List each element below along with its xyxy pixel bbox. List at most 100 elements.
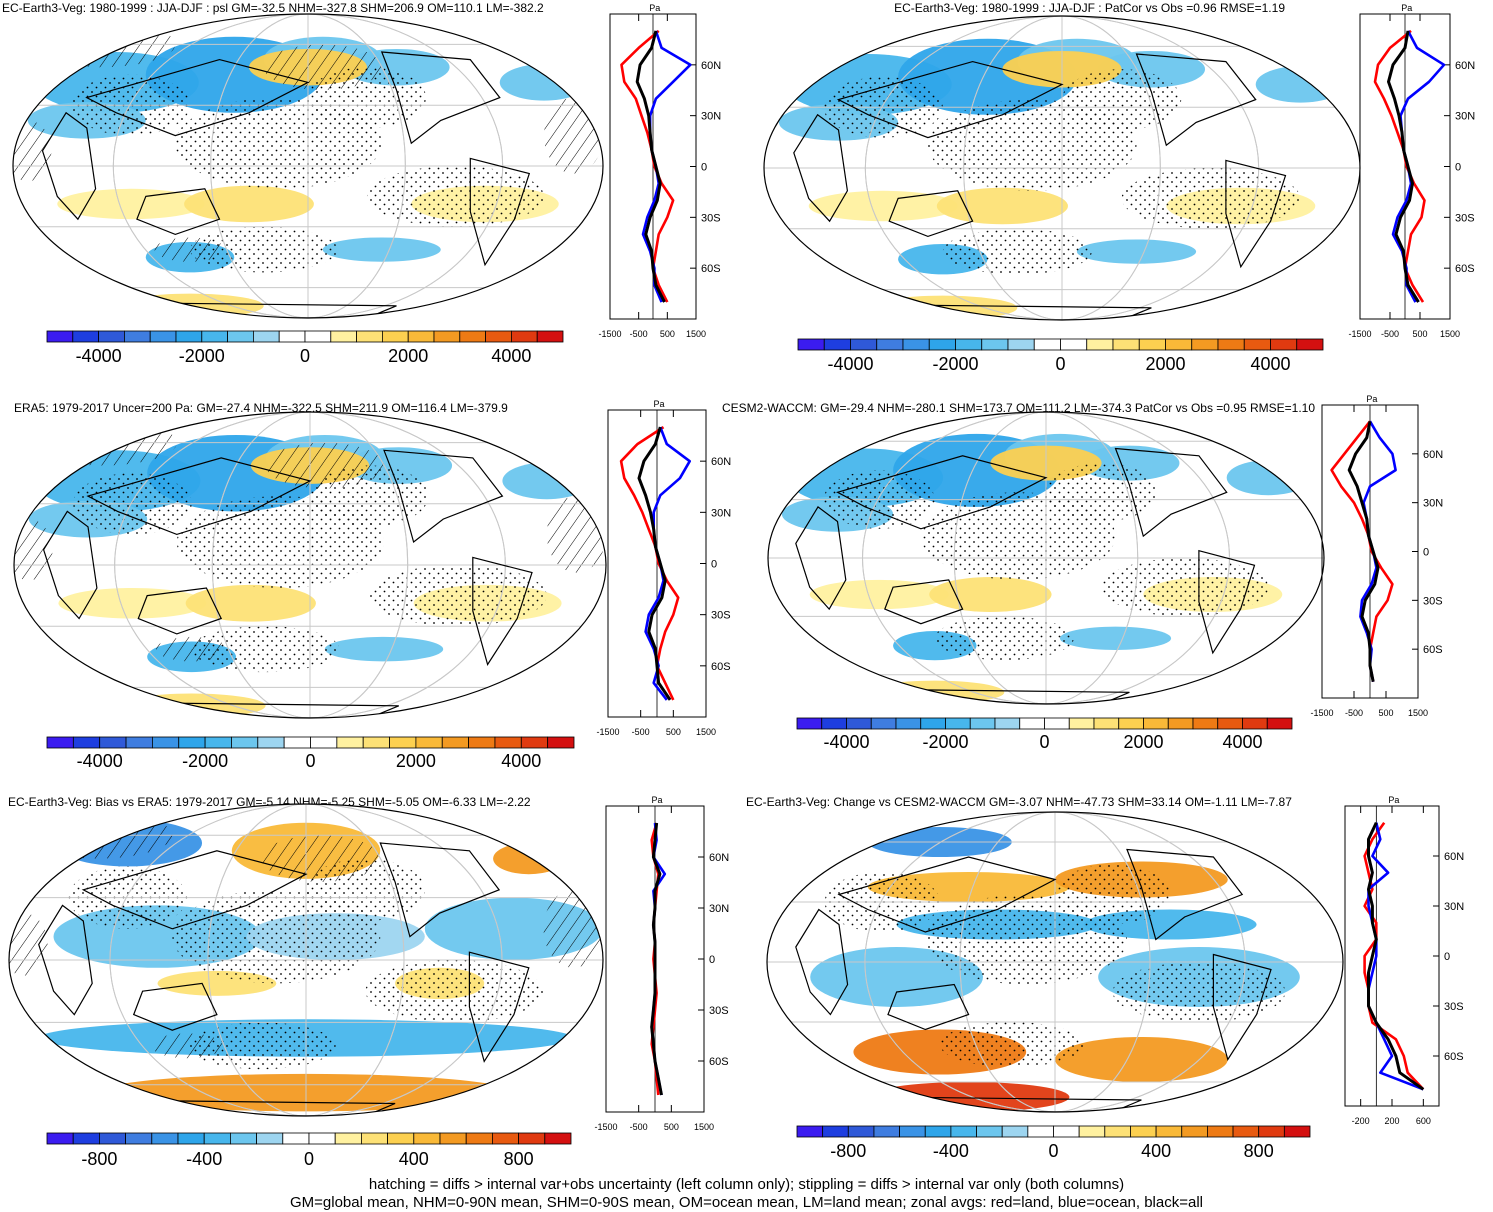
zonal-x-tick-label: -200 — [1352, 1116, 1370, 1126]
meridian-line — [864, 812, 1246, 1112]
colorbar-cell — [899, 1125, 926, 1138]
colorbar-cell — [510, 330, 538, 343]
coastline — [837, 856, 1057, 933]
zonal-unit-label: Pa — [1366, 394, 1377, 404]
anomaly-region — [184, 185, 314, 223]
zonal-lat-label: 30S — [1455, 212, 1475, 224]
colorbar-cell — [1130, 1125, 1157, 1138]
colorbar-cell — [520, 736, 549, 749]
colorbar-cell — [308, 1132, 336, 1145]
colorbar-cell — [1217, 338, 1245, 351]
zonal-x-tick-label: 1500 — [686, 329, 706, 339]
colorbar-cell — [407, 330, 435, 343]
colorbar-cell — [1007, 338, 1035, 351]
stippling — [191, 626, 340, 673]
colorbar-cell — [969, 717, 996, 730]
stippling — [1101, 558, 1269, 617]
colorbar-cell — [847, 1125, 875, 1138]
colorbar-cell — [252, 330, 280, 343]
colorbar-cell — [518, 1132, 546, 1145]
hatching — [154, 237, 226, 262]
colorbar-cell — [283, 736, 311, 749]
stippling — [187, 1022, 336, 1070]
coastline — [1114, 447, 1228, 538]
coastline — [795, 506, 847, 611]
colorbar-cell — [920, 717, 946, 730]
colorbar-cell — [1138, 338, 1166, 351]
zonal-lat-label: 60S — [1444, 1051, 1464, 1063]
zonal-x-tick-label: 500 — [660, 329, 675, 339]
colorbar-cell — [822, 1125, 849, 1138]
colorbar-cell — [994, 717, 1021, 730]
colorbar-tick-label: -4000 — [76, 346, 122, 366]
zonal-x-tick-label: 200 — [1384, 1116, 1399, 1126]
zonal-x-tick-label: 1500 — [696, 727, 716, 737]
colorbar: -4000 -2000 0 2000 4000 — [46, 736, 575, 771]
meridian-line — [112, 14, 504, 318]
colorbar-cell — [1243, 338, 1271, 351]
colorbar-cell — [945, 717, 971, 730]
colorbar-tick-label: 0 — [304, 1149, 314, 1169]
colorbar-tick-label: 0 — [1039, 732, 1049, 752]
stippling — [365, 960, 544, 1023]
colorbar-cell — [955, 338, 983, 351]
colorbar-cell — [334, 1132, 362, 1145]
colorbar-tick-label: -800 — [830, 1141, 866, 1161]
colorbar-cell — [981, 338, 1009, 351]
colorbar-cell — [229, 1132, 257, 1145]
zonal-unit-label: Pa — [1401, 3, 1412, 13]
colorbar-cell — [125, 1132, 153, 1145]
colorbar-tick-label: 2000 — [388, 346, 428, 366]
anomaly-region — [324, 636, 444, 662]
colorbar-tick-label: 0 — [1048, 1141, 1058, 1161]
colorbar-cell — [125, 736, 153, 749]
stippling — [1062, 69, 1182, 130]
anomaly-region — [1055, 1037, 1228, 1082]
colorbar-tick-label: 4000 — [501, 751, 541, 771]
colorbar-cell — [336, 736, 364, 749]
colorbar-cell — [1258, 1125, 1285, 1138]
zonal-unit-label: Pa — [649, 3, 660, 13]
colorbar-cell — [976, 1125, 1003, 1138]
colorbar-tick-label: 2000 — [396, 751, 436, 771]
zonal-x-tick-label: -500 — [632, 727, 650, 737]
hatching — [263, 44, 382, 90]
zonal-x-tick-label: -1500 — [594, 1122, 617, 1132]
meridian-line — [210, 14, 406, 318]
colorbar-cell — [278, 330, 306, 343]
colorbar-cell — [204, 736, 232, 749]
colorbar-tick-label: -2000 — [932, 354, 978, 374]
map — [767, 812, 1343, 1112]
zonal-lat-label: 0 — [1444, 951, 1450, 963]
colorbar-tick-label: 800 — [504, 1149, 534, 1169]
colorbar-cell — [72, 736, 101, 749]
zonal-lat-label: 30N — [709, 903, 729, 915]
map — [9, 804, 603, 1116]
colorbar-cell — [547, 736, 575, 749]
zonal-unit-label: Pa — [653, 399, 664, 409]
panel-2: EC-Earth3-Veg: 1980-1999 : JJA-DJF : Pat… — [763, 1, 1475, 374]
panel-title: EC-Earth3-Veg: 1980-1999 : JJA-DJF : Pat… — [894, 1, 1285, 15]
colorbar-tick-label: 0 — [300, 346, 310, 366]
colorbar-cell — [227, 330, 254, 343]
colorbar-cell — [415, 736, 443, 749]
colorbar-tick-label: 0 — [1055, 354, 1065, 374]
colorbar-cell — [1044, 717, 1070, 730]
colorbar: -800 -400 0 400 800 — [796, 1125, 1311, 1161]
coastline — [1126, 848, 1244, 941]
colorbar-cell — [256, 1132, 284, 1145]
coastline — [81, 850, 308, 930]
colorbar-cell — [536, 330, 564, 343]
footer-line-1: hatching = diffs > internal var+obs unce… — [368, 1176, 1125, 1193]
colorbar-cell — [544, 1132, 572, 1145]
zonal-x-tick-label: 500 — [666, 727, 681, 737]
zonal-lat-label: 30N — [701, 111, 721, 123]
anomaly-region — [1059, 626, 1172, 650]
colorbar-cell — [465, 1132, 493, 1145]
map — [13, 14, 603, 318]
zonal-line-land — [1330, 420, 1394, 682]
colorbar-cell — [1217, 717, 1243, 730]
zonal-x-tick-label: -500 — [1381, 329, 1399, 339]
colorbar-cell — [1053, 1125, 1080, 1138]
colorbar-tick-label: 400 — [399, 1149, 429, 1169]
